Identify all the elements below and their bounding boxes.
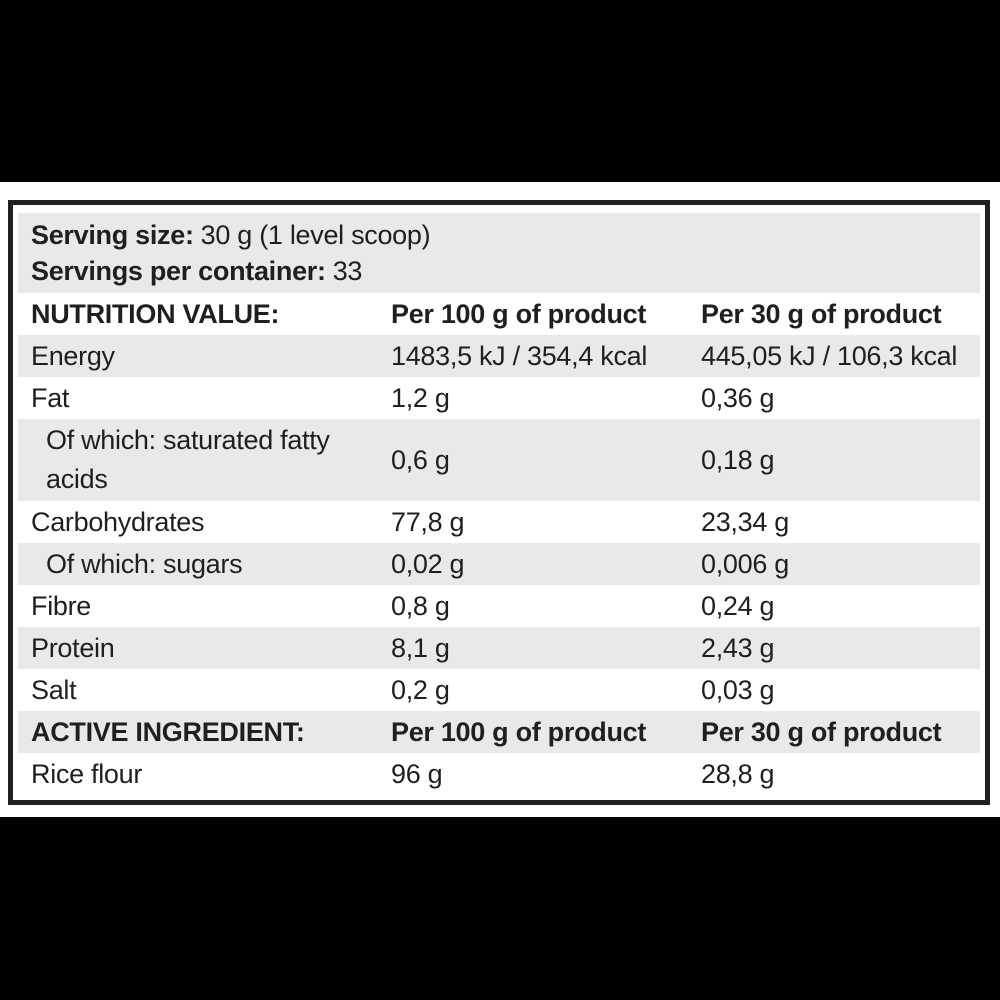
row-per30-value: 445,05 kJ / 106,3 kcal	[701, 341, 958, 371]
serving-size-label: Serving size:	[31, 220, 194, 250]
serving-info-block: Serving size: 30 g (1 level scoop) Servin…	[18, 213, 980, 293]
serving-size-value: 30 g (1 level scoop)	[200, 220, 431, 250]
nutrition-header-per100: Per 100 g of product	[391, 299, 647, 329]
servings-per-container-line: Servings per container: 33	[31, 253, 967, 289]
row-label: Salt	[31, 675, 77, 705]
row-per30-value: 28,8 g	[701, 759, 775, 789]
table-row: Of which: saturated fatty acids 0,6 g 0,…	[18, 419, 980, 501]
row-per100-value: 77,8 g	[391, 507, 465, 537]
active-header-per30: Per 30 g of product	[701, 717, 942, 747]
row-per30-value: 0,36 g	[701, 383, 775, 413]
row-per100-value: 0,2 g	[391, 675, 450, 705]
nutrition-value-header-row: NUTRITION VALUE: Per 100 g of product Pe…	[18, 293, 980, 335]
active-ingredient-header-row: ACTIVE INGREDIENT: Per 100 g of product …	[18, 711, 980, 753]
row-per100-value: 8,1 g	[391, 633, 450, 663]
nutrition-rows-container: Energy 1483,5 kJ / 354,4 kcal 445,05 kJ …	[18, 335, 980, 711]
row-per30-value: 0,18 g	[701, 444, 775, 475]
row-label: Protein	[31, 633, 115, 663]
table-row: Fat 1,2 g 0,36 g	[18, 377, 980, 419]
active-rows-container: Rice flour 96 g 28,8 g	[18, 753, 980, 795]
active-header-per100: Per 100 g of product	[391, 717, 647, 747]
row-label: Rice flour	[31, 759, 143, 789]
row-label: Of which: sugars	[46, 549, 243, 579]
row-per100-value: 1,2 g	[391, 383, 450, 413]
row-per30-value: 2,43 g	[701, 633, 775, 663]
row-per30-value: 0,24 g	[701, 591, 775, 621]
table-row: Fibre 0,8 g 0,24 g	[18, 585, 980, 627]
row-per100-value: 1483,5 kJ / 354,4 kcal	[391, 341, 648, 371]
row-per100-value: 0,6 g	[391, 444, 450, 475]
row-per30-value: 23,34 g	[701, 507, 789, 537]
nutrition-header-per30: Per 30 g of product	[701, 299, 942, 329]
row-per100-value: 0,8 g	[391, 591, 450, 621]
table-row: Of which: sugars 0,02 g 0,006 g	[18, 543, 980, 585]
servings-per-container-value: 33	[332, 256, 363, 286]
letterbox-top	[0, 0, 1000, 182]
row-per30-value: 0,006 g	[701, 549, 789, 579]
letterbox-bottom	[0, 817, 1000, 1000]
row-label: Of which: saturated fatty acids	[46, 425, 330, 494]
row-label: Fat	[31, 383, 70, 413]
nutrition-facts-table: Serving size: 30 g (1 level scoop) Servin…	[8, 200, 990, 805]
table-row: Carbohydrates 77,8 g 23,34 g	[18, 501, 980, 543]
row-label: Carbohydrates	[31, 507, 205, 537]
row-per100-value: 0,02 g	[391, 549, 465, 579]
servings-per-container-label: Servings per container:	[31, 256, 326, 286]
active-header-title: ACTIVE INGREDIENT:	[31, 717, 305, 747]
row-per100-value: 96 g	[391, 759, 443, 789]
row-label: Fibre	[31, 591, 92, 621]
row-label: Energy	[31, 341, 115, 371]
serving-size-line: Serving size: 30 g (1 level scoop)	[31, 217, 967, 253]
table-row: Rice flour 96 g 28,8 g	[18, 753, 980, 795]
nutrition-header-title: NUTRITION VALUE:	[31, 299, 280, 329]
table-row: Salt 0,2 g 0,03 g	[18, 669, 980, 711]
row-per30-value: 0,03 g	[701, 675, 775, 705]
table-row: Protein 8,1 g 2,43 g	[18, 627, 980, 669]
table-row: Energy 1483,5 kJ / 354,4 kcal 445,05 kJ …	[18, 335, 980, 377]
